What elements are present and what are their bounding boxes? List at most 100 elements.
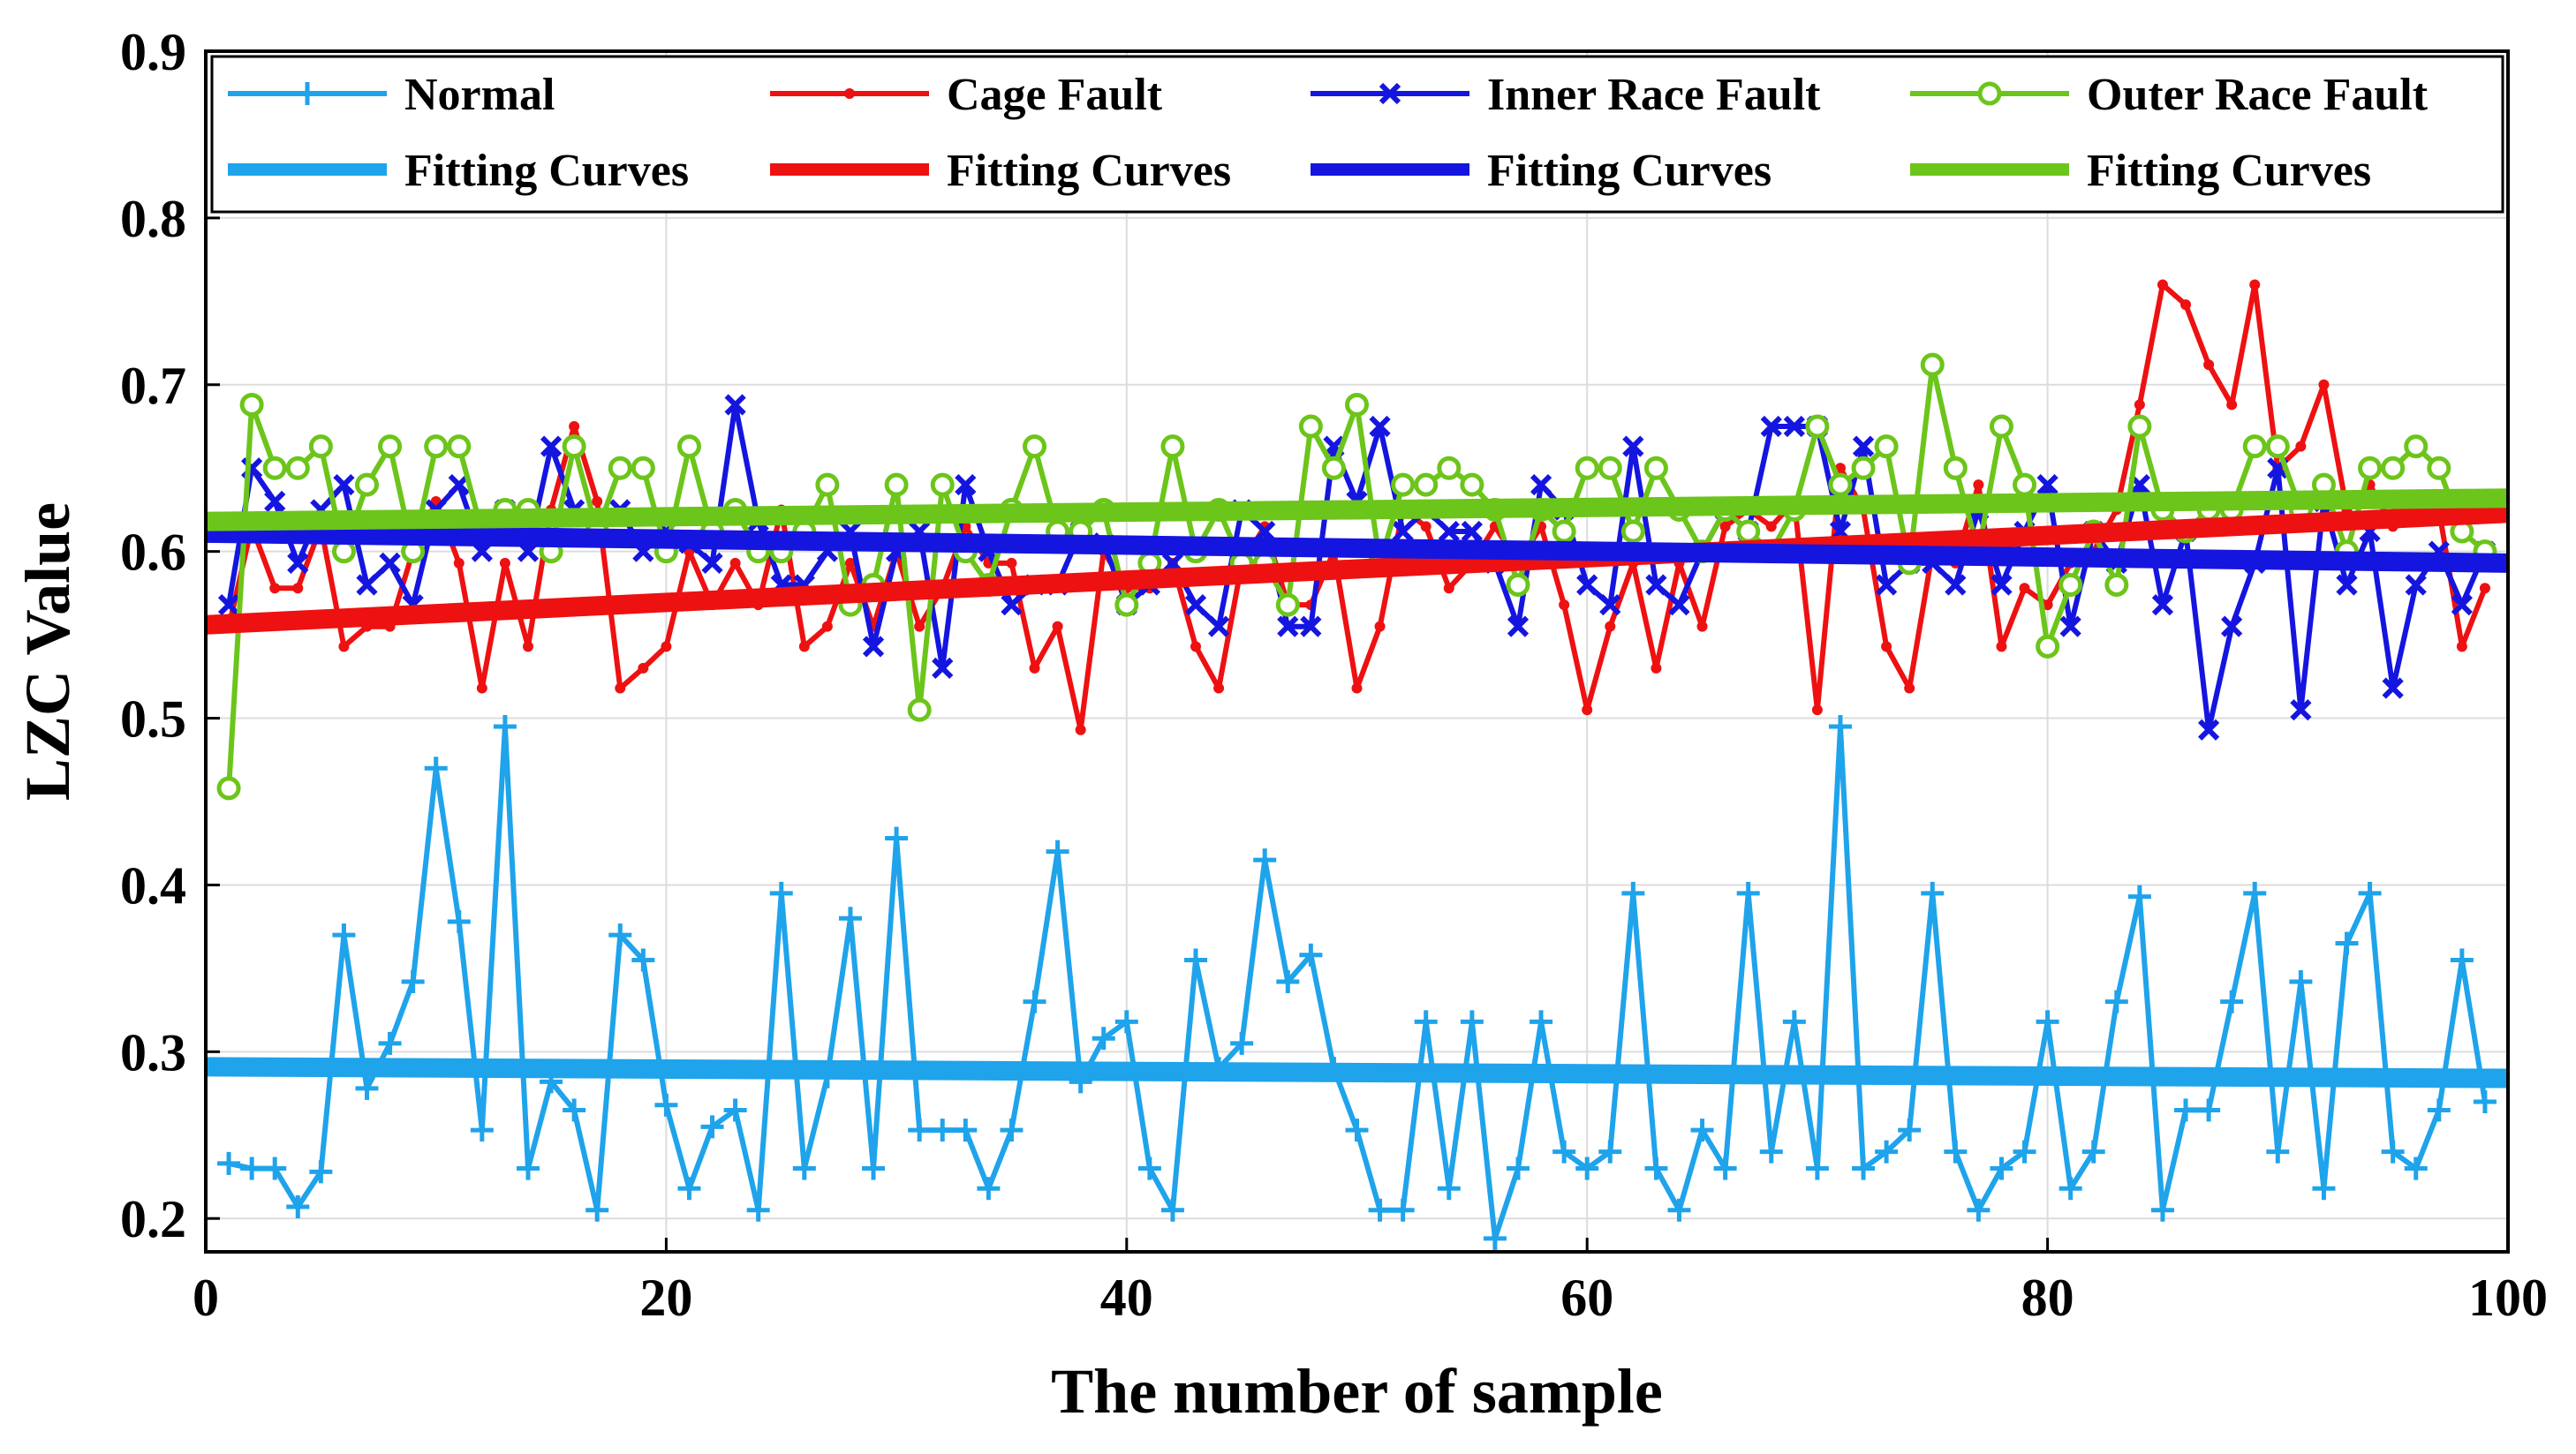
data-point xyxy=(2127,885,2151,908)
data-point xyxy=(1437,1177,1461,1201)
data-point xyxy=(908,1119,932,1142)
data-point xyxy=(2312,1177,2336,1201)
data-point xyxy=(838,907,862,930)
data-point xyxy=(1230,1031,1254,1055)
data-point xyxy=(1667,1198,1691,1222)
data-point xyxy=(2336,574,2358,596)
data-point xyxy=(676,434,701,459)
data-point xyxy=(356,574,378,596)
data-point xyxy=(1001,593,1023,616)
data-point xyxy=(769,881,793,905)
data-point xyxy=(2081,1140,2105,1164)
data-point xyxy=(815,472,840,497)
data-point xyxy=(1621,881,1645,905)
data-point xyxy=(378,1031,402,1055)
data-point xyxy=(2059,572,2083,597)
data-point xyxy=(1552,1140,1576,1164)
data-point xyxy=(2042,599,2053,611)
data-point xyxy=(1696,621,1708,632)
data-point xyxy=(269,583,281,594)
data-point xyxy=(700,1115,724,1139)
fitting-curve-line xyxy=(205,1057,2509,1089)
data-point xyxy=(1620,519,1645,544)
data-point xyxy=(493,715,517,738)
legend-label: Fitting Curves xyxy=(947,146,1231,196)
data-point xyxy=(1299,943,1323,967)
fitting-curves xyxy=(205,488,2509,1089)
data-point xyxy=(1668,593,1690,616)
data-point xyxy=(1945,574,1967,596)
data-point xyxy=(1190,641,1202,652)
data-point xyxy=(1414,1010,1438,1034)
data-point xyxy=(516,1156,540,1180)
data-point xyxy=(2036,634,2060,659)
data-point xyxy=(1875,1140,1899,1164)
data-point xyxy=(2013,1140,2036,1164)
data-point xyxy=(378,434,403,459)
data-point xyxy=(701,552,723,575)
data-point xyxy=(333,473,355,496)
data-point xyxy=(2243,881,2267,905)
data-point xyxy=(1006,557,1017,569)
data-point xyxy=(729,557,741,569)
y-tick-label: 0.7 xyxy=(120,357,186,415)
data-point xyxy=(2127,414,2152,439)
data-point xyxy=(1114,1010,1138,1034)
data-point xyxy=(608,923,632,947)
data-point xyxy=(821,621,833,632)
data-point xyxy=(2157,279,2168,290)
data-point xyxy=(932,657,954,680)
data-point xyxy=(1160,434,1185,459)
data-point xyxy=(1811,704,1823,716)
data-point xyxy=(2226,399,2238,411)
legend: Normal Cage Fault Inner Race Fault Outer Ra… xyxy=(210,55,2504,214)
data-point xyxy=(631,456,655,480)
data-point xyxy=(1943,456,1968,480)
data-point xyxy=(661,641,672,652)
data-point xyxy=(638,662,649,674)
data-point xyxy=(2151,593,2174,616)
x-axis-label: The number of sample xyxy=(1051,1356,1663,1427)
series-line xyxy=(228,724,2488,1241)
data-point xyxy=(1598,1140,1622,1164)
data-point xyxy=(1576,574,1598,596)
data-point xyxy=(1443,583,1454,594)
data-point xyxy=(379,552,401,575)
data-point xyxy=(2479,583,2490,594)
data-point xyxy=(1582,704,1593,716)
data-point xyxy=(1605,621,1616,632)
data-point xyxy=(2456,641,2467,652)
data-point xyxy=(217,1151,241,1175)
data-point xyxy=(1276,970,1300,993)
data-point xyxy=(470,1119,494,1142)
data-point xyxy=(2427,456,2451,480)
data-point xyxy=(1092,1027,1115,1051)
data-point xyxy=(1736,881,1760,905)
data-point xyxy=(1275,592,1300,617)
data-point xyxy=(1460,1010,1484,1034)
data-point xyxy=(723,1098,747,1122)
data-point xyxy=(1046,840,1069,863)
data-point xyxy=(977,1177,1001,1201)
data-point xyxy=(2059,1177,2082,1201)
data-point xyxy=(332,923,356,947)
data-point xyxy=(1461,520,1483,543)
data-point xyxy=(1874,434,1899,459)
data-point xyxy=(1852,435,1875,457)
data-point xyxy=(1967,1198,1991,1222)
legend-box xyxy=(210,55,2504,214)
data-point xyxy=(1719,521,1731,532)
data-point xyxy=(1414,472,1439,497)
data-point xyxy=(239,392,264,417)
data-point xyxy=(2249,279,2261,290)
data-point xyxy=(1828,472,1853,497)
data-point xyxy=(654,1093,678,1117)
data-point xyxy=(1374,621,1386,632)
data-point xyxy=(1851,456,1876,480)
data-point xyxy=(615,682,626,694)
data-point xyxy=(1783,415,1805,438)
data-point xyxy=(2203,359,2215,371)
data-point xyxy=(1345,392,1369,417)
data-point xyxy=(2404,434,2429,459)
data-point xyxy=(1184,593,1207,616)
